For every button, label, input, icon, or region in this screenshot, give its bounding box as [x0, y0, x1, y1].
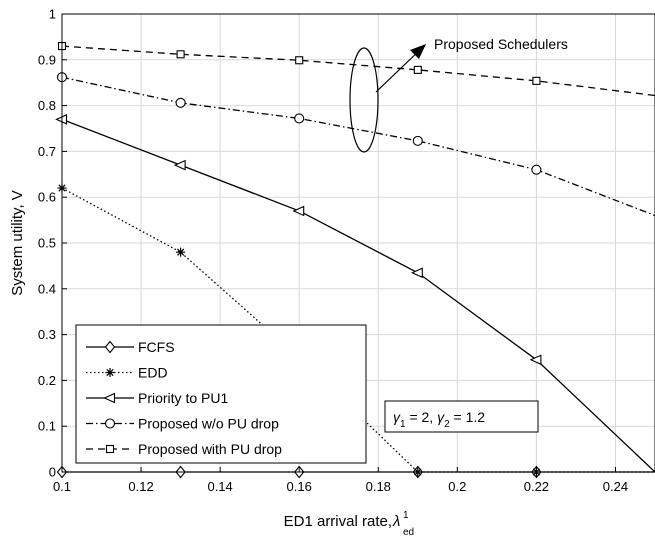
gamma1-symbol: γ	[393, 409, 401, 425]
y-tick-label: 0.5	[38, 236, 56, 251]
legend-box	[75, 324, 367, 464]
gamma2-symbol: γ	[437, 409, 445, 425]
data-point-circle	[412, 135, 423, 146]
gamma2-value: = 1.2	[450, 409, 486, 425]
y-tick-label: 0.7	[38, 144, 56, 159]
x-tick-label: 0.24	[603, 479, 628, 494]
gamma-box-text: γ1 = 2, γ2 = 1.2	[393, 409, 485, 430]
series-line	[61, 45, 655, 97]
y-tick-label: 0.3	[38, 327, 56, 342]
legend-label: Priority to PU1	[138, 390, 228, 406]
x-tick-label: 0.16	[287, 479, 312, 494]
legend-marker-triangle-left	[103, 392, 116, 404]
gamma1-value: = 2,	[406, 409, 438, 425]
y-tick-label: 0.2	[38, 373, 56, 388]
x-tick-label: 0.14	[207, 479, 232, 494]
data-point-square	[532, 76, 541, 85]
series-line	[61, 118, 655, 473]
data-point-square	[413, 65, 422, 74]
data-point-circle	[175, 97, 186, 108]
y-tick-label: 0.8	[38, 98, 56, 113]
axis-ticks: 0.1 0.12 0.14 0.16 0.18 0.2 0.22 0.2400.10.20.3…	[38, 7, 628, 495]
annotation-label: Proposed Schedulers	[434, 36, 568, 52]
x-tick-label: 0.1	[53, 479, 71, 494]
y-tick-label: 0.6	[38, 190, 56, 205]
gamma-box-frame	[384, 400, 539, 433]
legend-entry: Proposed with PU drop	[86, 441, 282, 457]
annotation-ellipse	[349, 47, 379, 153]
x-tick-label: 0.12	[128, 479, 153, 494]
legend-entry: Proposed w/o PU drop	[86, 416, 279, 432]
legend-label: FCFS	[138, 339, 175, 355]
gamma-parameter-box: γ1 = 2, γ2 = 1.2	[384, 400, 539, 433]
data-point-triangle-left	[173, 159, 186, 171]
schedulers-annotation: Proposed Schedulers	[349, 36, 568, 153]
data-point-triangle-left	[529, 354, 542, 366]
legend-marker-asterisk	[105, 368, 115, 377]
y-tick-label: 0.4	[38, 281, 56, 296]
legend: FCFS EDD Priority to PU1 Proposed w/o PU dr…	[75, 324, 367, 464]
y-tick-label: 1	[49, 7, 56, 22]
gamma1-subscript: 1	[400, 419, 406, 430]
annotation-arrowhead	[410, 44, 426, 59]
x-tick-label: 0.2	[448, 479, 466, 494]
data-point-circle	[531, 164, 542, 175]
legend-marker-square	[105, 444, 115, 454]
x-tick-label: 0.22	[524, 479, 549, 494]
legend-label: Proposed with PU drop	[138, 441, 282, 457]
y-axis-label: System utility, V	[9, 190, 26, 296]
x-tick-label: 0.18	[366, 479, 391, 494]
annotation-arrow-line	[375, 47, 423, 93]
data-point-square	[176, 50, 185, 59]
legend-entry: EDD	[86, 365, 168, 381]
data-point-asterisk	[176, 247, 186, 257]
data-point-circle	[294, 113, 305, 124]
y-tick-label: 0.1	[38, 419, 56, 434]
x-axis-label-superscript: 1	[403, 510, 409, 521]
legend-marker-diamond	[104, 340, 116, 354]
data-point-square	[295, 56, 304, 65]
legend-entry: Priority to PU1	[86, 390, 228, 406]
legend-label: EDD	[138, 365, 168, 381]
x-axis-label: ED1 arrival rate,	[284, 513, 392, 530]
data-point-triangle-left	[292, 205, 305, 217]
data-point-triangle-left	[410, 267, 423, 279]
x-axis-label-subscript: ed	[403, 527, 414, 538]
legend-label: Proposed w/o PU drop	[138, 416, 279, 432]
legend-marker-circle	[104, 418, 116, 429]
y-tick-label: 0	[49, 465, 56, 480]
x-axis-label-symbol: λ	[392, 513, 400, 530]
series-line	[61, 76, 655, 217]
y-tick-label: 0.9	[38, 52, 56, 67]
legend-entry: FCFS	[86, 339, 175, 355]
gamma2-subscript: 2	[444, 419, 450, 430]
